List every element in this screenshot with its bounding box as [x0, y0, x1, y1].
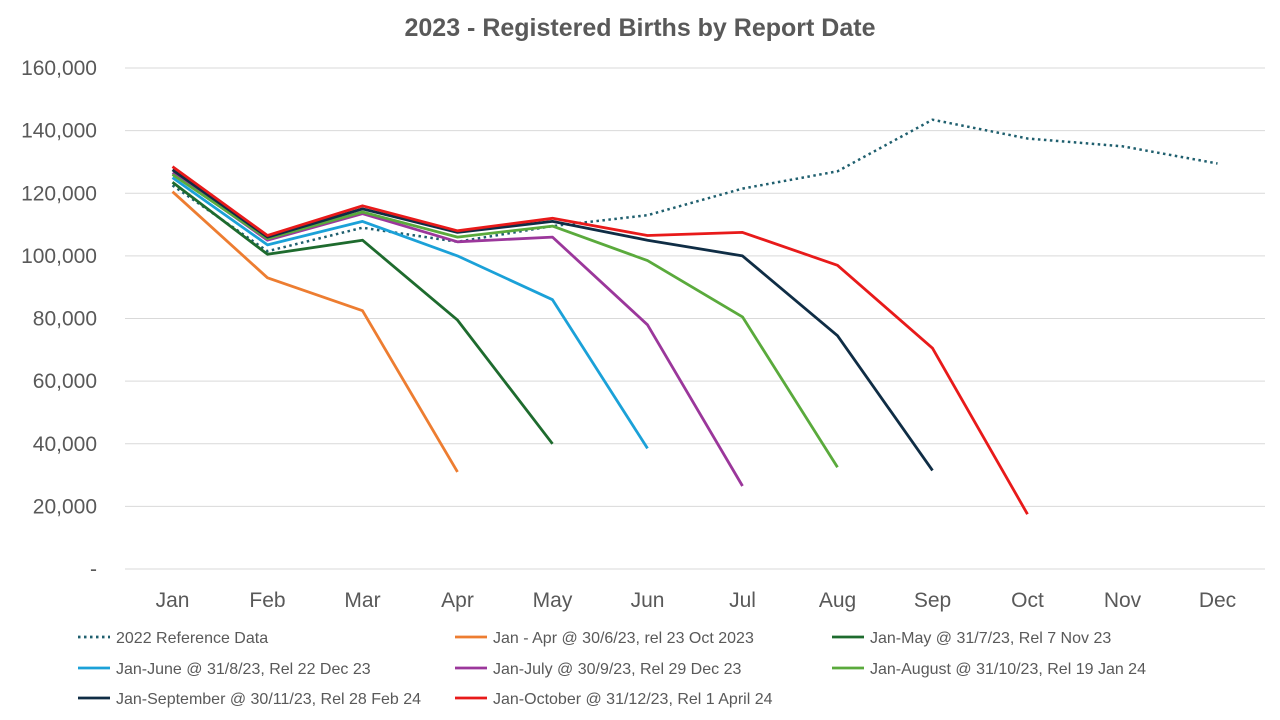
x-tick-label: Jul — [729, 589, 756, 612]
legend-item: Jan - Apr @ 30/6/23, rel 23 Oct 2023 — [455, 630, 754, 647]
legend-item: Jan-August @ 31/10/23, Rel 19 Jan 24 — [832, 661, 1146, 678]
x-tick-label: Dec — [1199, 589, 1236, 612]
y-tick-label: 160,000 — [21, 57, 97, 80]
y-tick-label: 40,000 — [33, 433, 97, 456]
series-line-8 — [171, 165, 1029, 515]
series-line-7 — [171, 168, 934, 472]
x-tick-label: Nov — [1104, 589, 1142, 612]
legend-label: Jan-October @ 31/12/23, Rel 1 April 24 — [493, 691, 773, 708]
series-lines — [171, 118, 1218, 515]
legend-item: Jan-July @ 30/9/23, Rel 29 Dec 23 — [455, 661, 741, 678]
x-tick-label: Jan — [156, 589, 190, 612]
x-tick-label: May — [533, 589, 573, 612]
x-tick-label: Jun — [631, 589, 665, 612]
legend: 2022 Reference Data Jan - Apr @ 30/6/23, … — [78, 630, 1146, 708]
x-axis: Jan Feb Mar Apr May Jun Jul Aug Sep Oct Nov Dec — [156, 589, 1237, 612]
gridlines — [125, 67, 1265, 570]
chart-title: 2023 - Registered Births by Report Date — [405, 14, 876, 42]
legend-label: 2022 Reference Data — [116, 630, 268, 647]
legend-item: Jan-May @ 31/7/23, Rel 7 Nov 23 — [832, 630, 1111, 647]
series-line-6 — [171, 173, 839, 468]
legend-label: Jan-June @ 31/8/23, Rel 22 Dec 23 — [116, 661, 371, 678]
x-tick-label: Feb — [249, 589, 285, 612]
y-tick-label: 20,000 — [33, 495, 97, 518]
series-line-3 — [171, 181, 554, 445]
legend-item: Jan-June @ 31/8/23, Rel 22 Dec 23 — [78, 661, 371, 678]
series-line-4 — [171, 176, 649, 450]
legend-item: Jan-October @ 31/12/23, Rel 1 April 24 — [455, 691, 773, 708]
y-tick-label: - — [90, 558, 97, 581]
series-line-1 — [171, 118, 1218, 253]
legend-item: 2022 Reference Data — [78, 630, 268, 647]
y-tick-label: 140,000 — [21, 120, 97, 143]
x-tick-label: Apr — [441, 589, 474, 612]
series-line-5 — [171, 171, 744, 487]
y-tick-label: 60,000 — [33, 370, 97, 393]
legend-label: Jan-August @ 31/10/23, Rel 19 Jan 24 — [870, 661, 1146, 678]
y-tick-label: 120,000 — [21, 182, 97, 205]
x-tick-label: Sep — [914, 589, 951, 612]
x-tick-label: Mar — [344, 589, 380, 612]
legend-label: Jan-May @ 31/7/23, Rel 7 Nov 23 — [870, 630, 1111, 647]
legend-item: Jan-September @ 30/11/23, Rel 28 Feb 24 — [78, 691, 421, 708]
x-tick-label: Oct — [1011, 589, 1044, 612]
y-tick-label: 100,000 — [21, 245, 97, 268]
series-line-2 — [171, 190, 459, 473]
legend-label: Jan-September @ 30/11/23, Rel 28 Feb 24 — [116, 691, 421, 708]
x-tick-label: Aug — [819, 589, 856, 612]
y-axis: - 20,000 40,000 60,000 80,000 100,000 120,000 1… — [21, 57, 97, 581]
legend-label: Jan-July @ 30/9/23, Rel 29 Dec 23 — [493, 661, 741, 678]
legend-label: Jan - Apr @ 30/6/23, rel 23 Oct 2023 — [493, 630, 754, 647]
y-tick-label: 80,000 — [33, 308, 97, 331]
